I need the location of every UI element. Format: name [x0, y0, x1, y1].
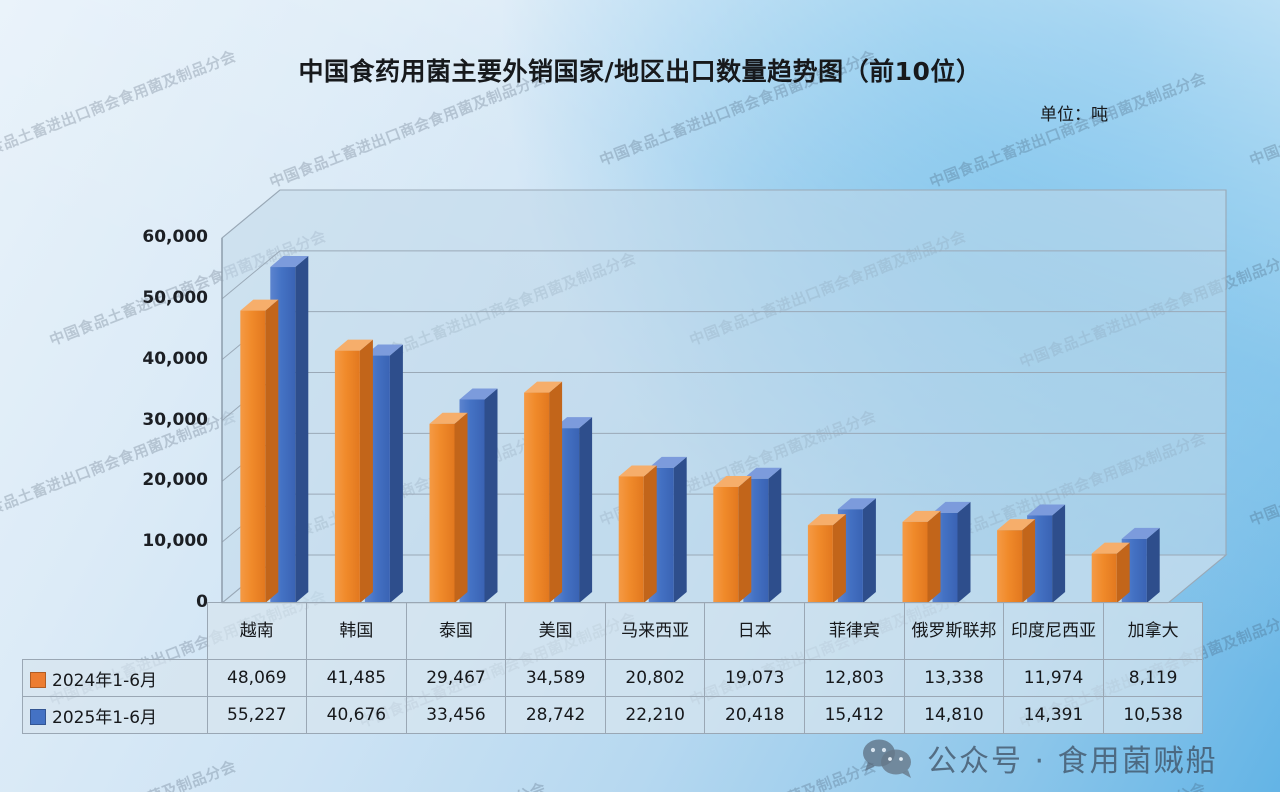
y-tick-label: 60,000	[142, 227, 208, 247]
category-header: 美国	[505, 602, 606, 660]
category-header: 菲律宾	[804, 602, 905, 660]
data-cell: 14,810	[903, 696, 1005, 734]
y-tick-label: 40,000	[142, 348, 208, 369]
bar-2024-美国	[524, 381, 563, 603]
category-header: 印度尼西亚	[1003, 602, 1104, 660]
y-tick-label: 0	[196, 592, 208, 612]
data-cell: 22,210	[604, 696, 706, 734]
legend-label: 2024年1-6月	[52, 670, 158, 691]
bar-2024-韩国	[334, 339, 373, 603]
y-tick-label: 10,000	[142, 531, 208, 552]
data-cell: 41,485	[306, 659, 407, 697]
table-row: 2025年1-6月 55,227 40,676 33,456 28,742 22,210 2…	[22, 696, 1204, 734]
category-header: 加拿大	[1102, 602, 1204, 660]
data-cell: 34,589	[505, 659, 606, 697]
bar-2024-菲律宾	[807, 514, 846, 603]
bar-2024-越南	[240, 299, 279, 603]
data-cell: 33,456	[405, 696, 507, 734]
y-tick-label: 20,000	[142, 470, 208, 491]
data-cell: 20,418	[704, 696, 806, 734]
data-cell: 19,073	[704, 659, 806, 697]
data-cell: 8,119	[1102, 659, 1204, 697]
wechat-icon	[863, 739, 911, 778]
data-cell: 10,538	[1102, 696, 1204, 734]
legend-entry-2025: 2025年1-6月	[22, 696, 208, 734]
data-cell: 40,676	[306, 696, 407, 734]
category-header: 俄罗斯联邦	[903, 602, 1005, 660]
unit-label: 单位：吨	[1040, 105, 1108, 125]
data-cell: 13,338	[903, 659, 1005, 697]
data-cell: 28,742	[505, 696, 606, 734]
bar-2024-马来西亚	[618, 465, 657, 603]
legend-swatch-icon	[30, 671, 46, 688]
bar-2024-泰国	[429, 412, 468, 603]
data-cell: 15,412	[804, 696, 905, 734]
table-row: 2024年1-6月 48,069 41,485 29,467 34,589 20,802 1…	[22, 659, 1204, 697]
data-cell: 14,391	[1003, 696, 1104, 734]
data-cell: 48,069	[206, 659, 308, 697]
data-cell: 12,803	[804, 659, 905, 697]
legend-swatch-icon	[30, 708, 46, 725]
page-title: 中国食药用菌主要外销国家/地区出口数量趋势图（前10位）	[298, 57, 982, 86]
legend-entry-2024: 2024年1-6月	[22, 659, 208, 697]
side-wall-tick	[221, 189, 281, 239]
bar-2024-俄罗斯联邦	[902, 510, 941, 603]
category-header: 马来西亚	[604, 602, 706, 660]
data-table: 越南 韩国 泰国 美国 马来西亚 日本 菲律宾 俄罗斯联邦 印度尼西亚 加拿大 2024年1-6月 4…	[22, 602, 1204, 734]
category-header: 越南	[206, 602, 308, 660]
legend-label: 2025年1-6月	[52, 707, 158, 728]
data-cell: 11,974	[1003, 659, 1104, 697]
category-header: 泰国	[405, 602, 507, 660]
data-cell: 29,467	[405, 659, 507, 697]
category-header: 日本	[704, 602, 806, 660]
y-tick-label: 50,000	[142, 287, 208, 308]
side-wall-tick	[221, 250, 281, 300]
bar-2024-印度尼西亚	[997, 519, 1036, 603]
data-cell: 55,227	[206, 696, 308, 734]
bar-2024-加拿大	[1091, 542, 1130, 603]
wechat-badge: 公众号 · 食用菌贼船	[862, 736, 1218, 780]
bar-2024-日本	[713, 475, 752, 603]
data-cell: 20,802	[604, 659, 706, 697]
category-header: 韩国	[306, 602, 407, 660]
table-corner	[23, 603, 208, 660]
y-tick-label: 30,000	[142, 409, 208, 430]
wechat-label: 公众号 · 食用菌贼船	[927, 744, 1218, 779]
